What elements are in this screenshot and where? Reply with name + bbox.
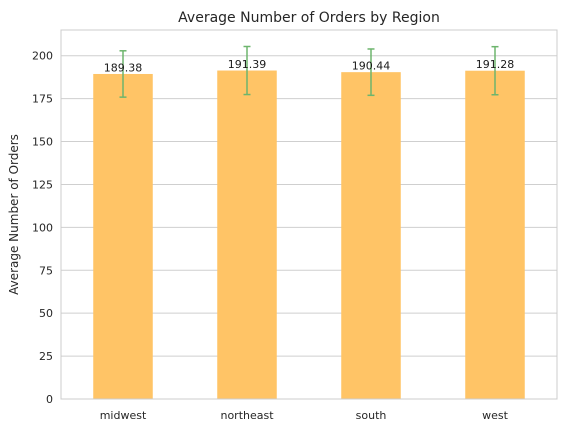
error-bar-northeast [243, 45, 251, 96]
y-tick-label: 0 [46, 393, 53, 406]
y-tick-label: 100 [32, 221, 53, 234]
data-label-midwest: 189.38 [104, 61, 143, 74]
y-tick-label: 75 [39, 264, 53, 277]
y-tick-label: 125 [32, 178, 53, 191]
data-label-west: 191.28 [476, 58, 515, 71]
y-tick-label: 25 [39, 350, 53, 363]
error-bar-south [367, 48, 375, 97]
bar-south [341, 72, 401, 399]
y-ticks: 0 25 50 75 100 125 150 175 200 [32, 50, 53, 406]
data-label-northeast: 191.39 [228, 58, 267, 71]
x-tick-label-south: south [356, 409, 387, 422]
error-bar-west [491, 45, 499, 96]
error-bar-midwest [119, 50, 127, 98]
data-labels: 189.38 191.39 190.44 191.28 [104, 58, 515, 74]
bar-west [465, 70, 525, 399]
data-label-south: 190.44 [352, 60, 391, 73]
y-tick-label: 175 [32, 93, 53, 106]
error-bars [119, 45, 499, 98]
y-tick-label: 150 [32, 136, 53, 149]
bars [93, 70, 525, 399]
x-ticks: midwest northeast south west [100, 409, 509, 422]
x-tick-label-northeast: northeast [220, 409, 274, 422]
bar-midwest [93, 73, 153, 399]
chart-title: Average Number of Orders by Region [178, 10, 440, 26]
plot-frame [60, 29, 558, 400]
bar-northeast [217, 70, 277, 399]
x-tick-label-west: west [482, 409, 508, 422]
y-tick-label: 50 [39, 307, 53, 320]
y-axis-label: Average Number of Orders [7, 134, 21, 295]
y-tick-label: 200 [32, 50, 53, 63]
x-tick-label-midwest: midwest [100, 409, 147, 422]
